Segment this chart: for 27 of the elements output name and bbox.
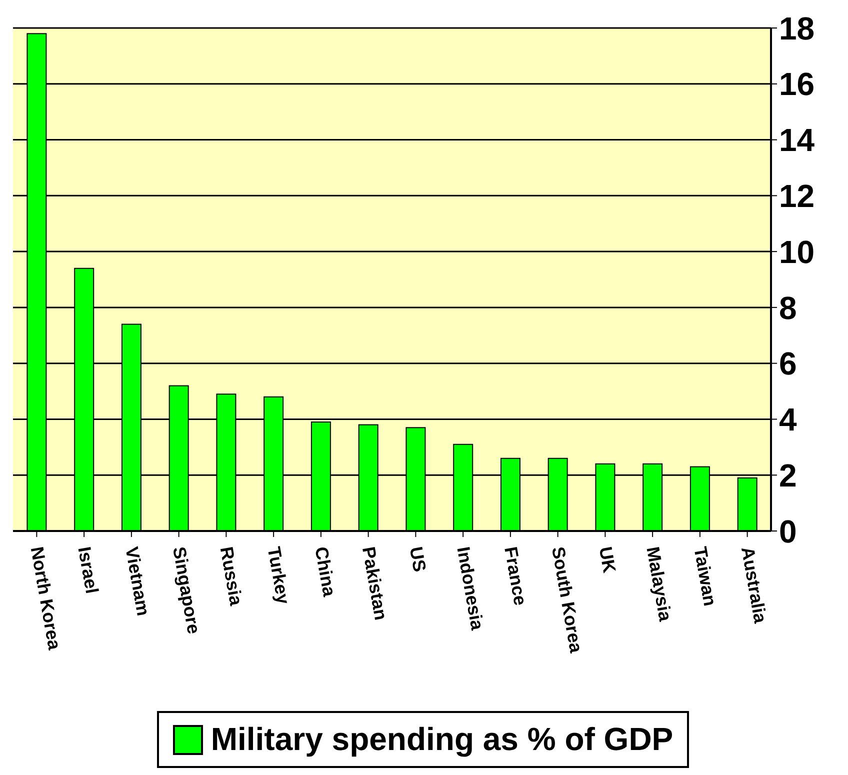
y-tick-label: 18	[779, 10, 815, 46]
x-tick-label: Taiwan	[690, 545, 720, 608]
y-tick-label: 12	[779, 178, 815, 214]
x-tick-label: US	[406, 545, 430, 574]
x-tick-label: Malaysia	[642, 545, 676, 624]
x-tick-label: Singapore	[168, 545, 204, 636]
y-tick-label: 10	[779, 234, 815, 270]
x-tick-label: France	[500, 545, 531, 607]
x-tick-label: South Korea	[548, 545, 586, 656]
y-tick-label: 16	[779, 66, 815, 102]
y-tick-label: 2	[779, 457, 797, 494]
y-tick-label: 4	[779, 402, 797, 438]
x-tick-label: Australia	[737, 545, 771, 626]
x-tick-label: Indonesia	[453, 545, 488, 632]
y-tick-label: 0	[779, 513, 797, 550]
y-tick-label: 8	[779, 290, 797, 326]
x-tick-label: Israel	[74, 545, 102, 596]
y-tick-label: 14	[779, 122, 815, 158]
x-tick-label: Turkey	[264, 545, 294, 606]
x-tick-label: Vietnam	[122, 545, 154, 618]
x-tick-label: Russia	[216, 545, 246, 608]
legend-label: Military spending as % of GDP	[210, 721, 674, 758]
x-tick-label: North Korea	[26, 545, 65, 652]
x-tick-label: UK	[595, 545, 620, 574]
x-tick-label: Pakistan	[358, 545, 392, 622]
y-tick-label: 6	[779, 346, 797, 382]
x-tick-label: China	[311, 545, 340, 599]
